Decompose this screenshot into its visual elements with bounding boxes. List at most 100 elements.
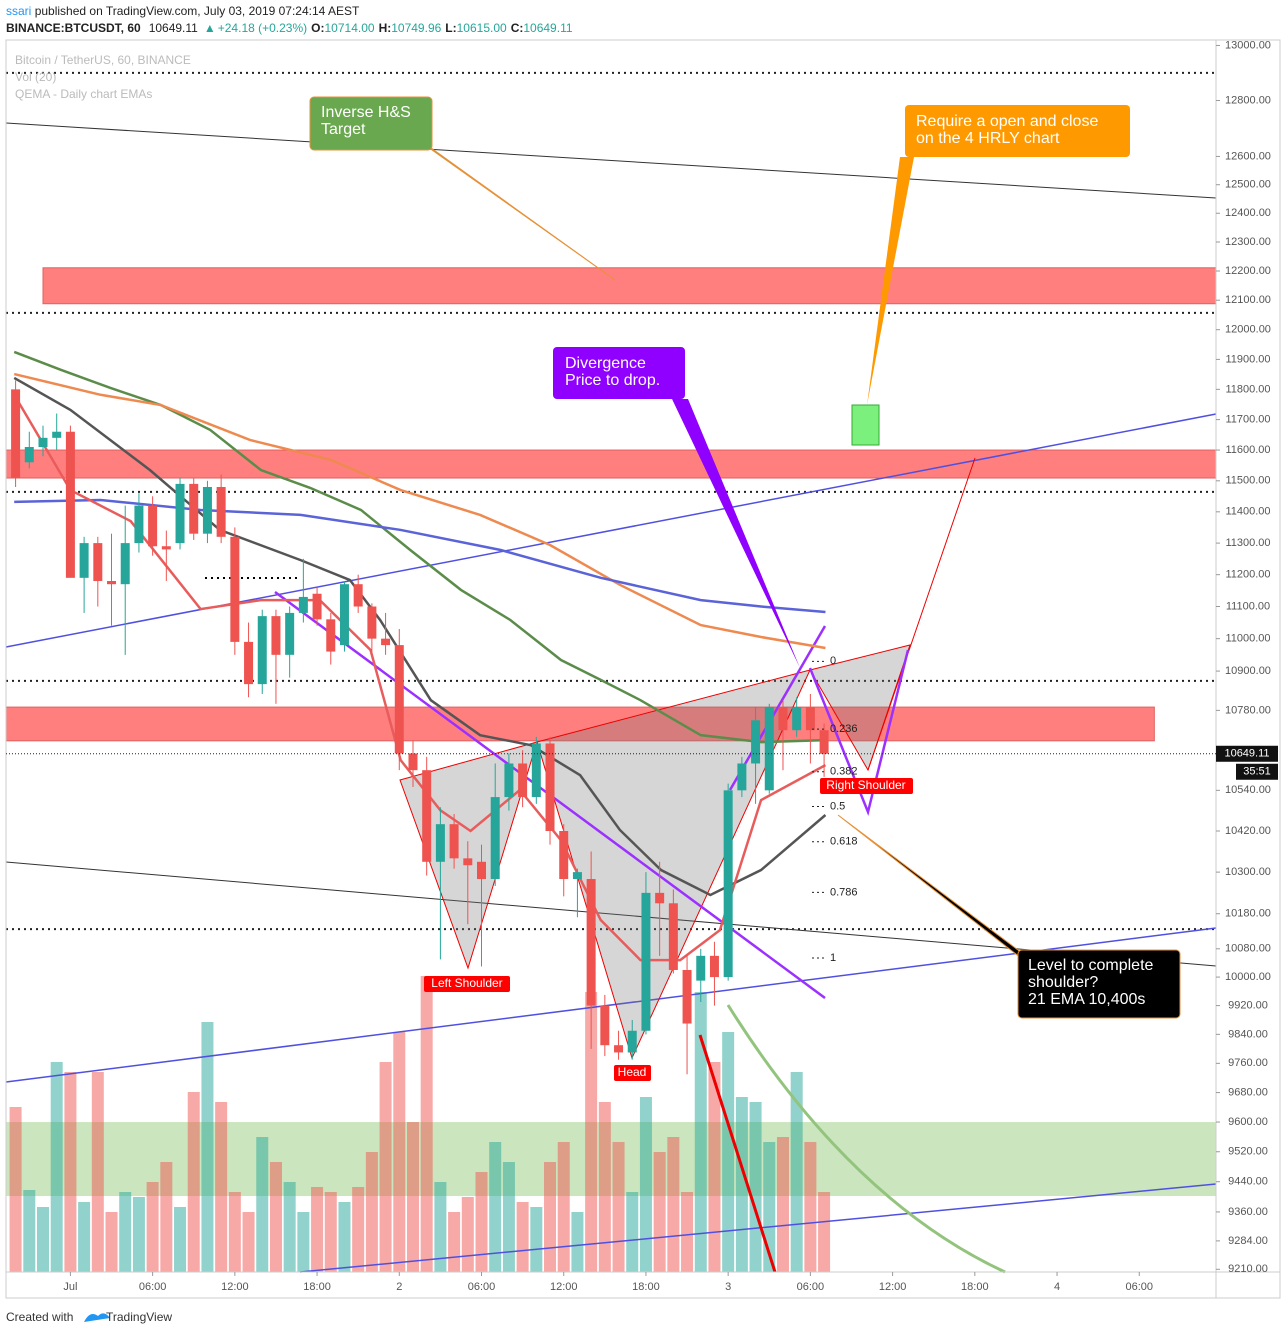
volume-bar [804,1142,817,1272]
footer-brand: TradingView [106,1310,172,1324]
volume-bar [352,1187,365,1272]
volume-bar [393,1032,406,1272]
zone [5,449,1217,479]
y-tick-label: 10780.00 [1225,704,1271,716]
candle-body [627,1030,637,1053]
candle-body [737,763,747,791]
volume-bar [708,1062,721,1272]
zones-layer [5,71,1217,1197]
callout-text: shoulder? [1028,974,1098,991]
candle-body [614,1045,624,1053]
callout-pointer [837,814,1031,966]
candle-body [298,596,308,613]
y-tick-label: 9920.00 [1228,1000,1268,1012]
candle-body [244,641,254,685]
y-tick-label: 11300.00 [1225,537,1270,549]
ohlc-value: 10615.00 [457,21,507,35]
annotations: Inverse H&S Target Require a open and cl… [309,96,1181,1081]
volume-bar [174,1207,187,1272]
legend-title: Bitcoin / TetherUS, 60, BINANCE [15,53,191,67]
candle-body [435,824,445,862]
candle-body [79,543,89,578]
volume-bar [9,1107,22,1272]
y-tick-label: 9440.00 [1228,1176,1268,1188]
volume-bar [612,1142,625,1272]
volume-trend [726,1004,1006,1274]
volume-bar [448,1212,461,1272]
candle-body [148,505,158,547]
candle-body [326,619,336,652]
x-tick-label: 06:00 [1125,1281,1153,1293]
candle-body [107,581,117,585]
y-tick-label: 9680.00 [1228,1086,1268,1098]
volume-bar [379,1062,392,1272]
ema-layer [13,350,827,962]
volume-bar [776,1137,789,1272]
y-tick-label: 11400.00 [1225,506,1270,518]
volume-bar [681,1192,694,1272]
candle-body [600,1005,610,1046]
candle-body [463,858,473,866]
volume-bar [36,1207,49,1272]
candle-body [668,903,678,970]
callout-text: Price to drop. [565,372,660,389]
candle-body [216,486,226,537]
candle-body [230,536,240,642]
price: 10649.11 [149,21,198,35]
candle-body [381,638,391,646]
callout-box [905,105,1130,157]
callout-box [309,96,433,151]
y-tick-label: 9600.00 [1228,1116,1268,1128]
candle-body [545,743,555,831]
pattern-label: Head [618,1065,647,1079]
ema-line [13,376,827,897]
callout-pointer [672,399,800,668]
volume-trend [698,1034,777,1273]
candle-body [257,616,267,685]
volume-bar [269,1162,282,1272]
y-tick-label: 9520.00 [1228,1146,1268,1158]
candle-body [764,707,774,791]
volume-bar [201,1022,214,1272]
candle-body [175,483,185,544]
candle-body [339,584,349,646]
volume-bar [735,1097,748,1272]
y-tick-label: 12400.00 [1225,207,1271,219]
volume-bar [311,1187,324,1272]
pattern-tag [424,976,510,992]
candle-body [504,763,514,798]
y-tick-label: 10900.00 [1225,665,1271,677]
candle-body [778,707,788,731]
ohlc-key: O: [311,21,324,35]
callout-text: Divergence [565,355,646,372]
y-tick-label: 9284.00 [1228,1235,1268,1247]
fib-label: 0.618 [830,836,858,848]
candle-body [134,505,144,544]
change: +24.18 (+0.23%) [218,21,307,35]
projection-path [808,649,910,817]
volume-bar [502,1162,515,1272]
volume-bar [598,1102,611,1272]
fib-label: 0.382 [830,766,858,778]
volume-bar [146,1182,159,1272]
candle-body [202,486,212,534]
y-tick-label: 11900.00 [1225,353,1270,365]
y-tick-label: 11500.00 [1225,475,1270,487]
y-tick-label: 11700.00 [1225,413,1270,425]
x-tick-label: 4 [1054,1281,1060,1293]
y-tick-label: 13000.00 [1225,39,1271,51]
pattern-label: Left Shoulder [431,976,502,990]
logo [84,1313,110,1322]
candle-body [367,606,377,639]
ohlc-value: 10649.11 [523,21,572,35]
candle-body [518,763,528,798]
pattern-tag [614,1065,651,1081]
fib-label: 0.5 [830,800,845,812]
volume-bar [722,1032,735,1272]
candle-body [271,616,281,655]
ohlc-value: 10714.00 [325,21,375,35]
volume-bar [571,1212,584,1272]
trend-line [5,413,1217,648]
volume-bar [420,976,433,1272]
